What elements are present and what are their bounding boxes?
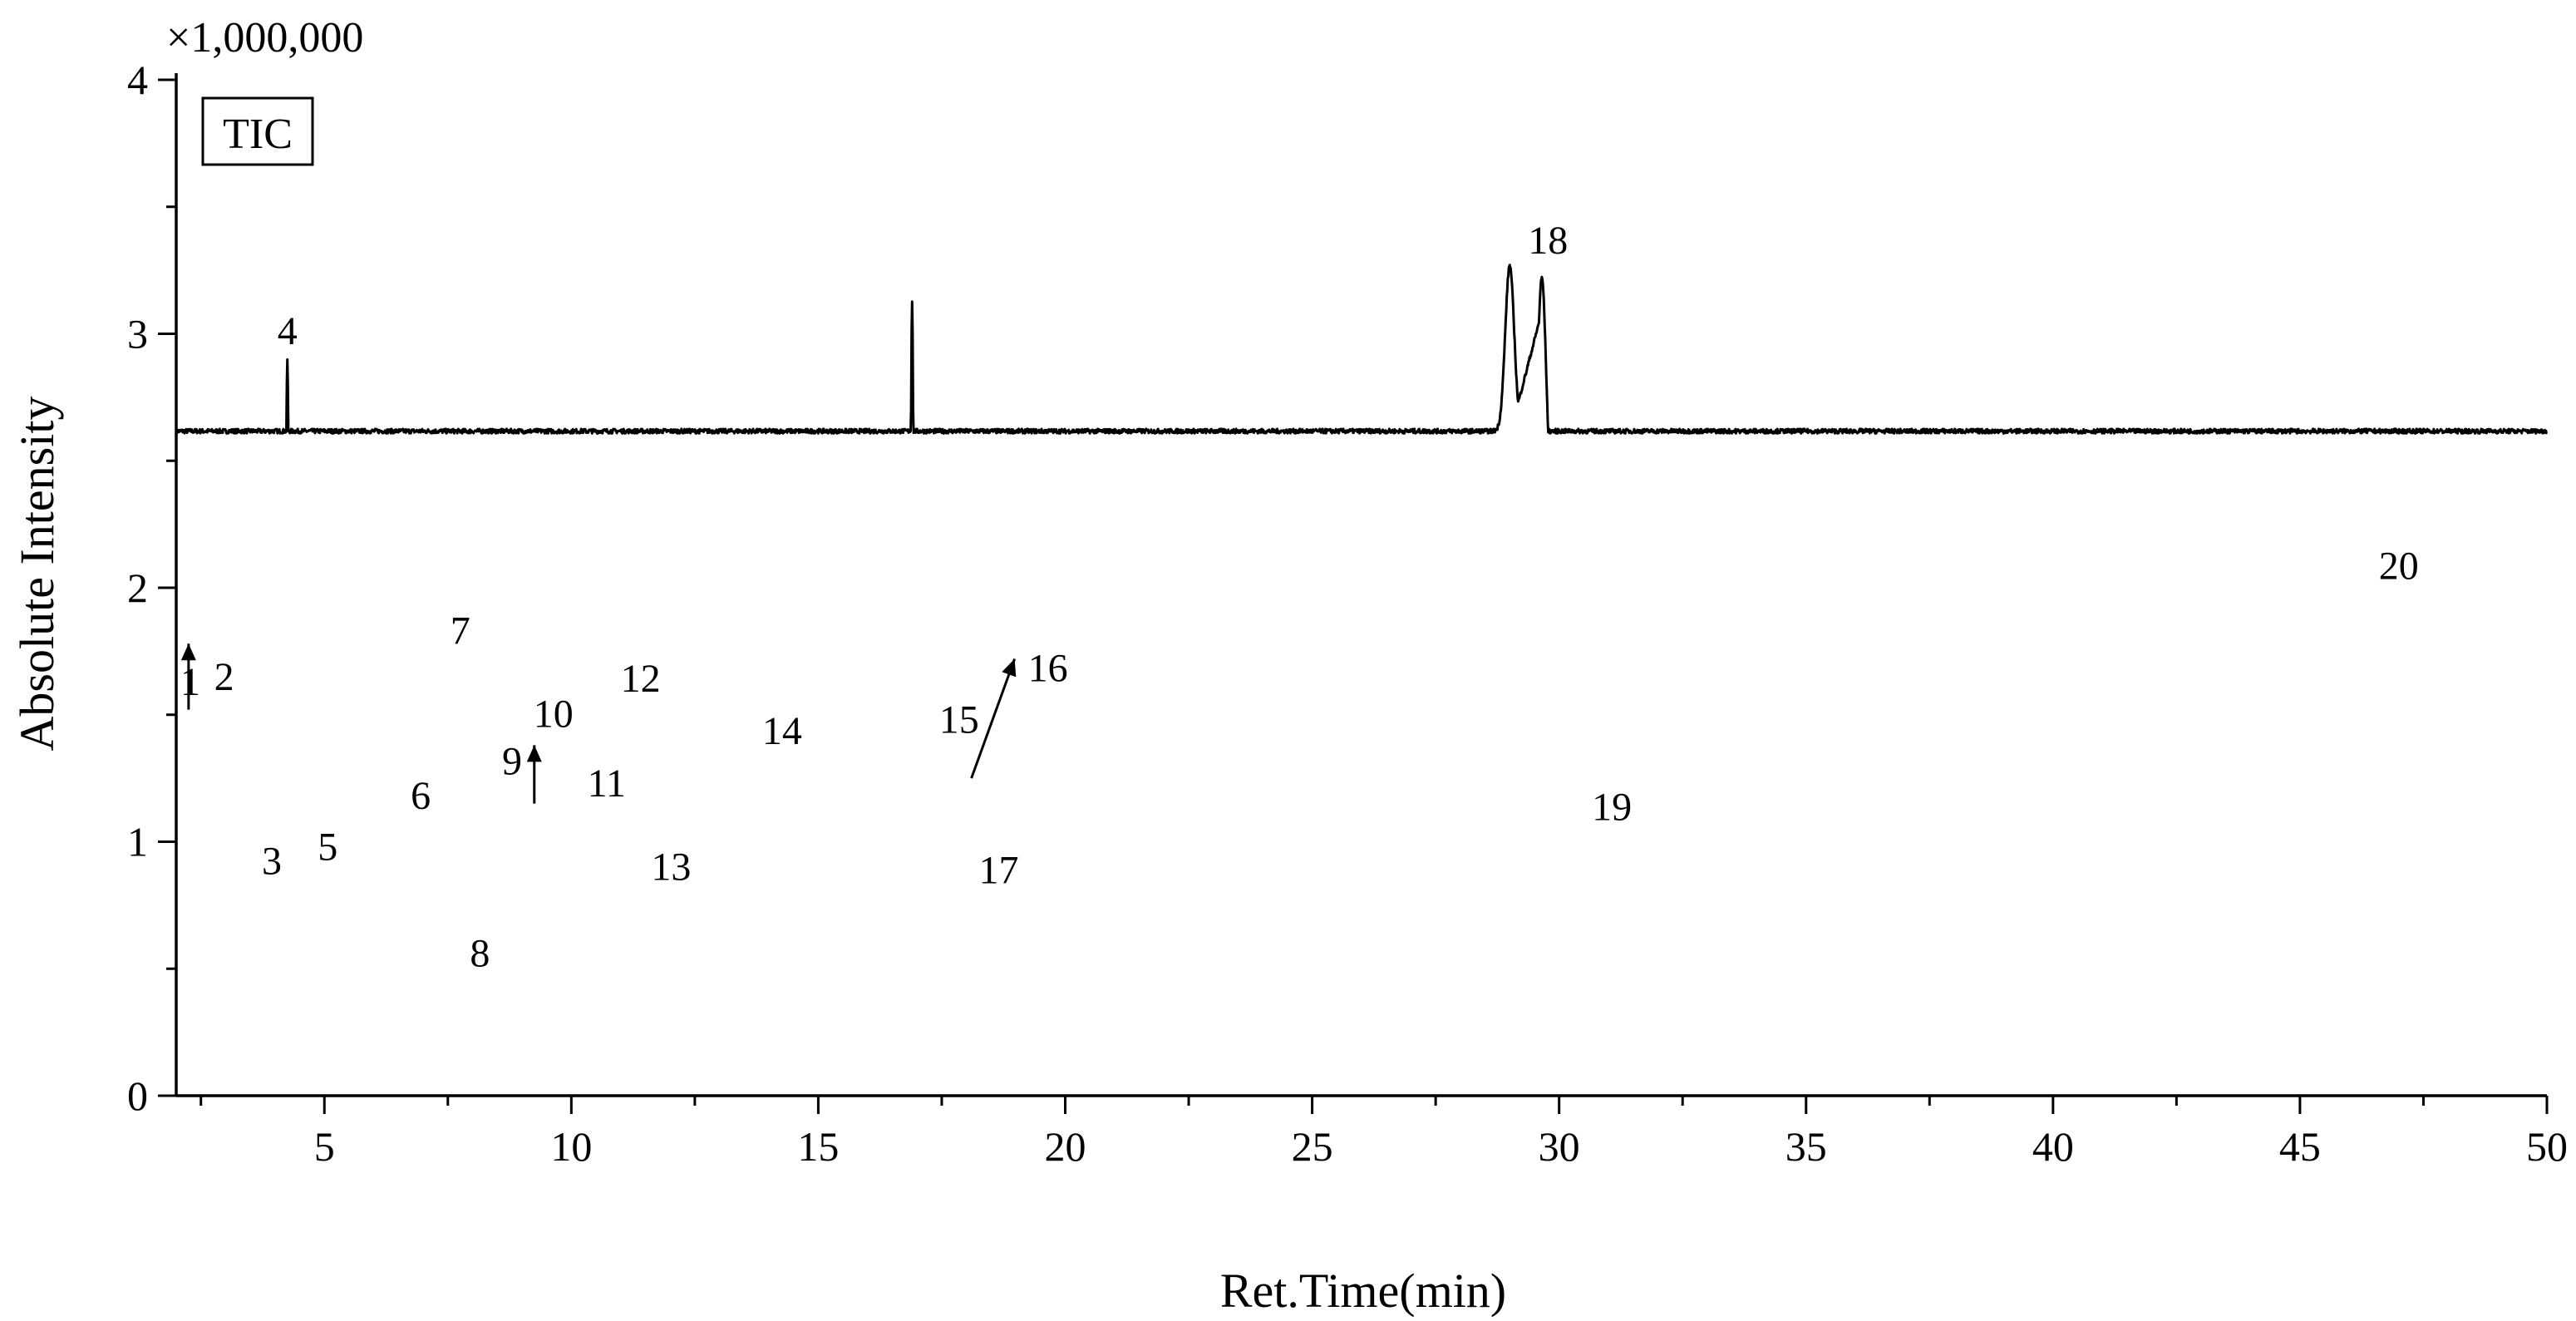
x-tick-label: 5 bbox=[314, 1123, 335, 1170]
peak-label-12: 12 bbox=[621, 657, 661, 701]
peak-label-8: 8 bbox=[470, 932, 490, 976]
x-tick-label: 10 bbox=[550, 1123, 592, 1170]
x-tick-label: 30 bbox=[1539, 1123, 1580, 1170]
peak-arrowhead-10 bbox=[526, 745, 542, 762]
peak-label-18: 18 bbox=[1528, 219, 1568, 263]
tic-trace bbox=[175, 264, 2548, 435]
y-axis-title: Absolute Intensity bbox=[10, 397, 64, 752]
x-tick-label: 40 bbox=[2032, 1123, 2074, 1170]
peak-label-1: 1 bbox=[180, 660, 200, 704]
x-tick-label: 35 bbox=[1785, 1123, 1827, 1170]
x-axis-title: Ret.Time(min) bbox=[1220, 1264, 1506, 1318]
tic-legend-box bbox=[201, 96, 314, 166]
peak-label-6: 6 bbox=[411, 774, 431, 818]
peak-label-16: 16 bbox=[1028, 646, 1068, 690]
y-tick-label: 1 bbox=[127, 819, 148, 865]
peak-label-15: 15 bbox=[939, 698, 979, 742]
peak-label-10: 10 bbox=[534, 693, 574, 737]
peak-arrow-16 bbox=[970, 658, 1017, 779]
x-tick-label: 50 bbox=[2526, 1123, 2568, 1170]
peak-label-19: 19 bbox=[1592, 786, 1632, 830]
peak-label-5: 5 bbox=[318, 825, 337, 869]
peak-label-2: 2 bbox=[214, 655, 234, 699]
peak-arrowhead-16 bbox=[1002, 658, 1017, 678]
peak-label-7: 7 bbox=[451, 609, 470, 653]
peak-label-3: 3 bbox=[262, 840, 282, 884]
x-tick-label: 45 bbox=[2279, 1123, 2321, 1170]
peak-label-4: 4 bbox=[278, 309, 298, 353]
peak-label-14: 14 bbox=[762, 709, 802, 753]
x-tick-label: 20 bbox=[1045, 1123, 1086, 1170]
tic-legend-label: TIC bbox=[223, 111, 293, 158]
y-tick-label: 2 bbox=[127, 564, 148, 611]
multiplier-label: ×1,000,000 bbox=[166, 14, 363, 62]
peak-label-20: 20 bbox=[2379, 544, 2419, 588]
peak-label-17: 17 bbox=[978, 848, 1018, 892]
peak-label-13: 13 bbox=[651, 845, 691, 889]
peak-label-11: 11 bbox=[588, 762, 626, 806]
tic-line bbox=[175, 264, 2548, 435]
y-tick-label: 0 bbox=[127, 1072, 148, 1119]
x-tick-label: 15 bbox=[797, 1123, 839, 1170]
y-tick-label: 4 bbox=[127, 57, 148, 103]
y-tick-label: 3 bbox=[127, 311, 148, 357]
peak-label-9: 9 bbox=[502, 739, 522, 783]
peak-arrowhead-1 bbox=[180, 643, 196, 661]
x-tick-label: 25 bbox=[1292, 1123, 1333, 1170]
